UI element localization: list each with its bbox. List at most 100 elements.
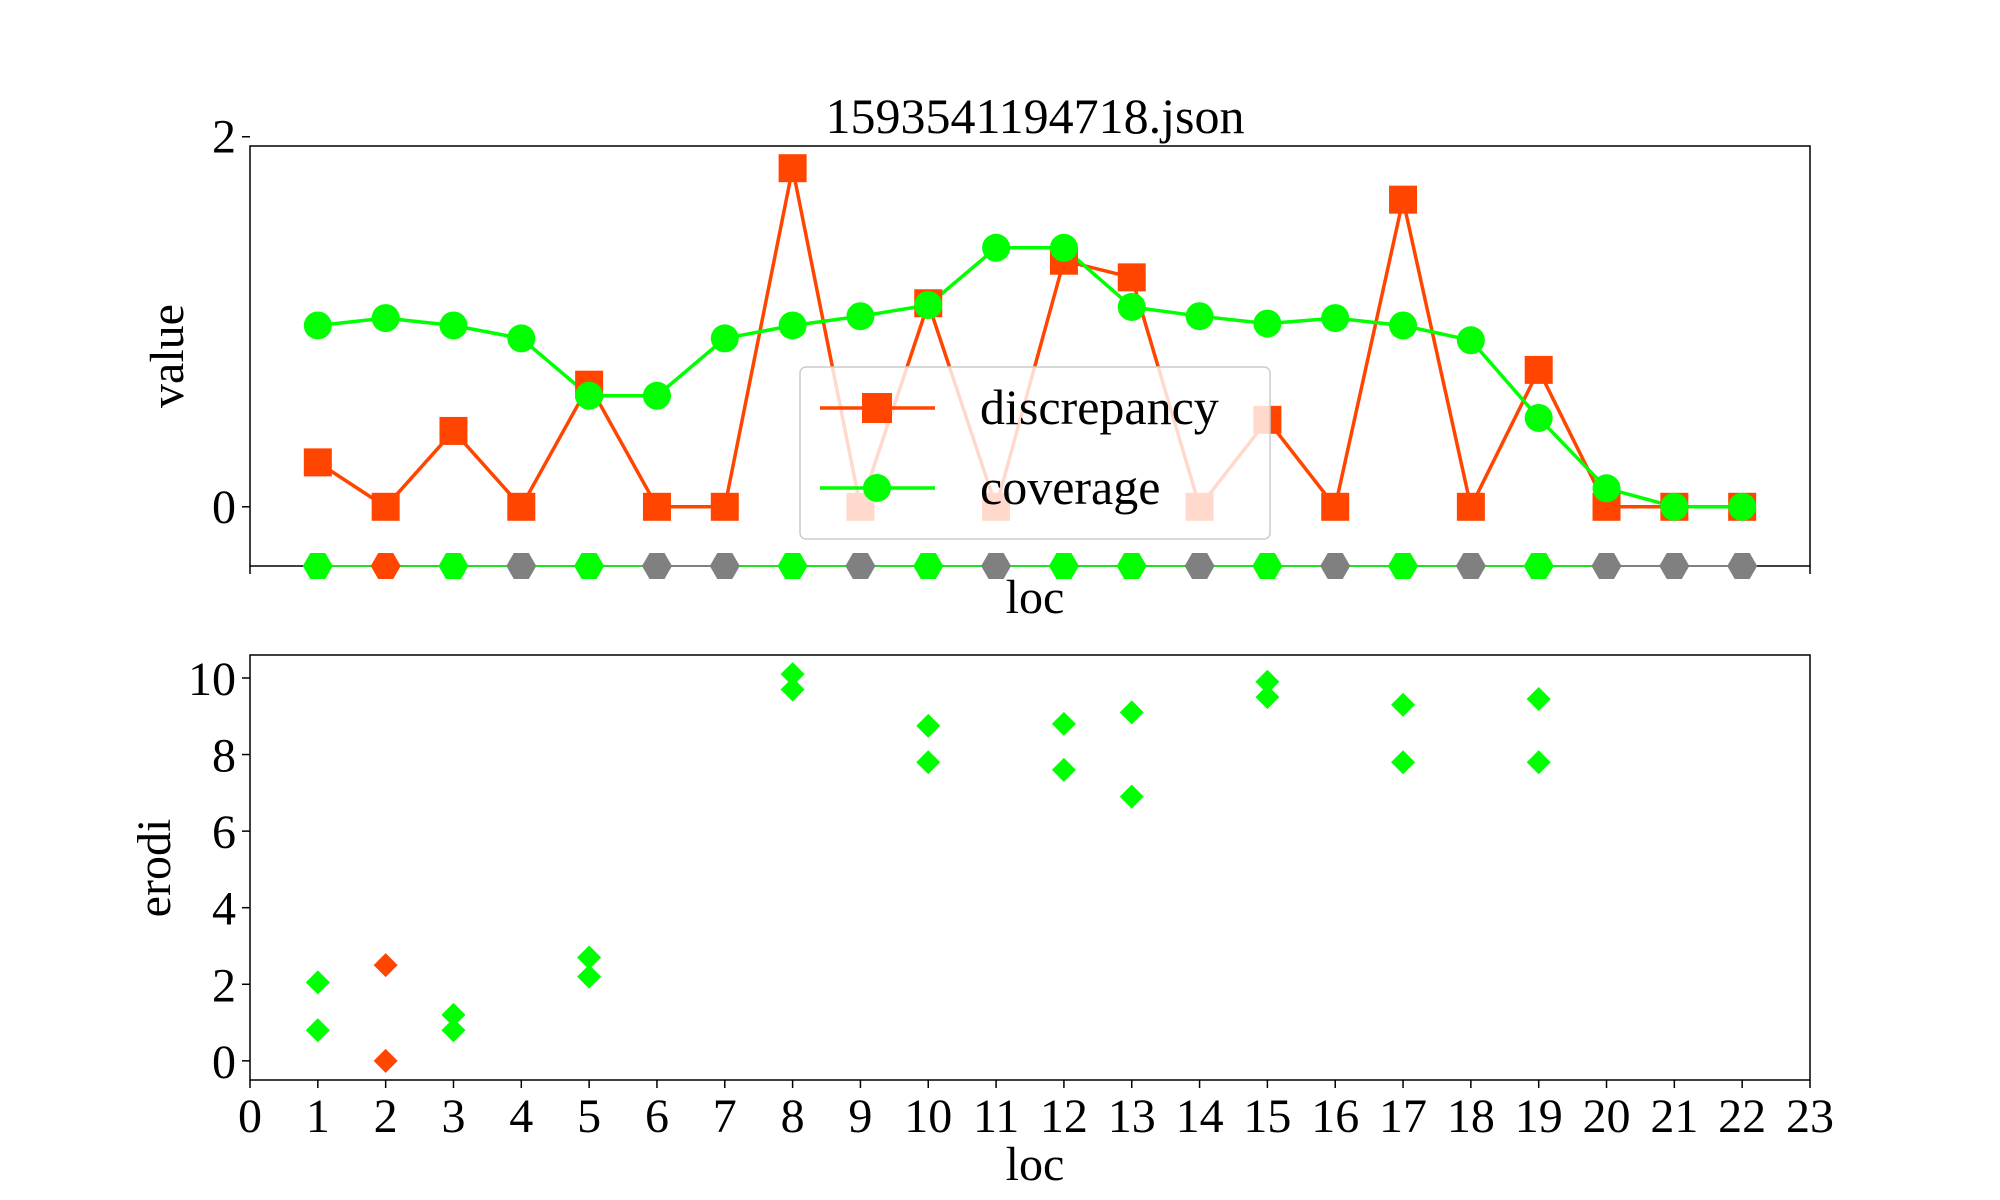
- scatter-diamond: [1255, 685, 1280, 710]
- marker-discrepancy: [778, 154, 807, 183]
- y-tick-label: 2: [212, 959, 236, 1012]
- marker-coverage: [1253, 309, 1282, 338]
- scatter-diamond: [373, 1048, 398, 1073]
- legend-marker-coverage: [863, 474, 891, 502]
- status-hexagon: [506, 553, 537, 579]
- scatter-diamond: [916, 713, 941, 738]
- scatter-diamond: [780, 677, 805, 702]
- marker-discrepancy: [642, 492, 671, 521]
- status-hexagon: [1591, 553, 1622, 579]
- scatter-diamond: [916, 750, 941, 775]
- marker-coverage: [1456, 326, 1485, 355]
- marker-discrepancy: [303, 448, 332, 477]
- status-hexagon: [981, 553, 1012, 579]
- y-tick-label: 2: [212, 111, 236, 164]
- marker-discrepancy: [1389, 185, 1418, 214]
- marker-coverage: [846, 302, 875, 331]
- x-tick-label: 11: [973, 1090, 1019, 1143]
- x-tick-label: 16: [1311, 1090, 1359, 1143]
- marker-coverage: [575, 381, 604, 410]
- status-hexagon: [777, 553, 808, 579]
- legend-entry-coverage: coverage: [820, 459, 1160, 515]
- marker-discrepancy: [371, 492, 400, 521]
- marker-coverage: [1728, 492, 1757, 521]
- x-tick-label: 5: [577, 1090, 601, 1143]
- scatter-diamond: [305, 970, 330, 995]
- x-tick-label: 10: [904, 1090, 952, 1143]
- x-tick-label: 6: [645, 1090, 669, 1143]
- x-tick-label: 4: [509, 1090, 533, 1143]
- x-tick-label: 15: [1243, 1090, 1291, 1143]
- status-hexagon: [845, 553, 876, 579]
- x-tick-label: 19: [1515, 1090, 1563, 1143]
- y-tick-label: 6: [212, 806, 236, 859]
- status-hexagon: [574, 553, 605, 579]
- scatter-diamond: [1391, 750, 1416, 775]
- marker-coverage: [642, 381, 671, 410]
- marker-discrepancy: [1321, 492, 1350, 521]
- y-tick-label: 4: [212, 883, 236, 936]
- marker-discrepancy: [1117, 263, 1146, 292]
- marker-discrepancy: [710, 492, 739, 521]
- y-tick-label: 0: [212, 1036, 236, 1089]
- marker-coverage: [371, 304, 400, 333]
- y-tick-label: 8: [212, 730, 236, 783]
- marker-discrepancy: [507, 492, 536, 521]
- status-row: [302, 553, 1758, 579]
- status-hexagon: [1523, 553, 1554, 579]
- status-hexagon: [1252, 553, 1283, 579]
- marker-coverage: [1592, 474, 1621, 503]
- status-hexagon: [302, 553, 333, 579]
- status-hexagon: [438, 553, 469, 579]
- x-tick-label: 7: [713, 1090, 737, 1143]
- x-tick-label: 3: [441, 1090, 465, 1143]
- marker-discrepancy: [1524, 355, 1553, 384]
- x-tick-label: 9: [848, 1090, 872, 1143]
- x-tick-label: 2: [374, 1090, 398, 1143]
- legend: discrepancy coverage: [799, 366, 1271, 540]
- marker-coverage: [1660, 492, 1689, 521]
- x-tick-label: 8: [781, 1090, 805, 1143]
- status-hexagon: [709, 553, 740, 579]
- series-line-coverage: [317, 246, 1743, 509]
- status-hexagon: [1659, 553, 1690, 579]
- marker-coverage: [1524, 403, 1553, 432]
- y-tick-label: 10: [188, 653, 236, 706]
- marker-discrepancy: [439, 416, 468, 445]
- marker-coverage: [1389, 311, 1418, 340]
- scatter-diamond: [1051, 711, 1076, 736]
- marker-coverage: [507, 324, 536, 353]
- scatter-diamond: [305, 1018, 330, 1043]
- x-tick-label: 23: [1786, 1090, 1834, 1143]
- bottom-scatter-markers: [305, 662, 1551, 1073]
- marker-coverage: [1185, 302, 1214, 331]
- status-hexagon: [642, 553, 672, 579]
- bottom-plot-frame: [249, 654, 1811, 1081]
- marker-coverage: [439, 311, 468, 340]
- legend-entry-discrepancy: discrepancy: [820, 379, 1219, 435]
- status-hexagon: [1455, 553, 1486, 579]
- top-chart-panel: 1593541194718.json 0 2 loc value discrepa…: [141, 88, 1811, 624]
- marker-coverage: [303, 311, 332, 340]
- scatter-diamond: [577, 964, 602, 989]
- bottom-x-axis-label: loc: [1006, 1138, 1065, 1191]
- legend-box: [799, 366, 1271, 540]
- x-tick-label: 21: [1650, 1090, 1698, 1143]
- scatter-diamond: [1119, 784, 1144, 809]
- scatter-diamond: [780, 662, 805, 687]
- x-tick-label: 12: [1040, 1090, 1088, 1143]
- x-tick-label: 1: [306, 1090, 330, 1143]
- x-tick-label: 13: [1108, 1090, 1156, 1143]
- legend-label-discrepancy: discrepancy: [980, 379, 1219, 435]
- status-hexagon: [1184, 553, 1215, 579]
- status-hexagon: [1116, 553, 1147, 579]
- status-hexagon: [913, 553, 944, 579]
- status-hexagon: [1388, 553, 1418, 579]
- scatter-diamond: [1526, 687, 1551, 712]
- marker-coverage: [982, 233, 1011, 262]
- bottom-y-axis-label: erodi: [128, 819, 181, 918]
- marker-coverage: [1321, 304, 1350, 333]
